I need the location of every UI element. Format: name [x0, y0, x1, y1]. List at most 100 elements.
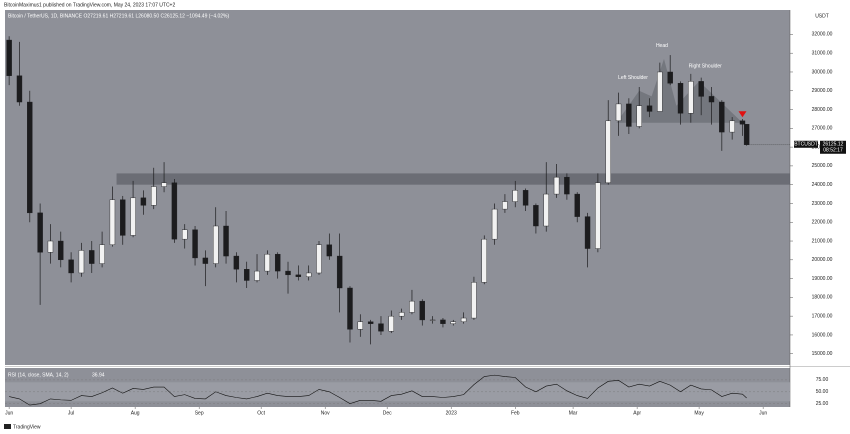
candle-body	[109, 199, 116, 245]
y-tick-label: 30000.00	[812, 69, 833, 75]
y-tick-label: 15000.00	[812, 351, 833, 357]
candle-body	[192, 229, 198, 259]
x-tick-label: Apr	[633, 410, 641, 416]
candle-body	[130, 197, 136, 236]
candle-body	[409, 300, 415, 313]
y-tick-label: 25000.00	[812, 163, 833, 169]
x-tick-label: Sep	[195, 410, 204, 416]
candle-body	[574, 193, 580, 217]
candle-body	[202, 257, 209, 264]
candle-body	[626, 103, 632, 127]
x-tick-label: May	[694, 410, 704, 416]
candle-body	[37, 212, 43, 253]
candle-body	[450, 321, 456, 324]
candle-body	[533, 205, 539, 227]
annotation: Right Shoulder	[689, 64, 722, 70]
candle-body	[254, 270, 260, 281]
y-tick-label: 23000.00	[812, 201, 833, 207]
candle-body	[182, 229, 188, 240]
candle-body	[99, 244, 105, 264]
rsi-title: RSI (14, close, SMA, 14, 2)	[8, 372, 69, 378]
candle-body	[378, 323, 384, 332]
y-tick-label: 19000.00	[812, 276, 833, 282]
x-tick-label: Jul	[68, 410, 74, 416]
candle-body	[502, 201, 508, 210]
rsi-tick-label: 50.00	[816, 389, 829, 395]
candle-body	[27, 101, 33, 214]
candle-body	[615, 103, 622, 122]
y-tick-label: 22000.00	[812, 220, 833, 226]
candle-body	[564, 176, 570, 195]
candle-body	[667, 71, 673, 84]
annotation: Left Shoulder	[618, 75, 648, 81]
candle-body	[657, 71, 663, 112]
price-pane	[5, 10, 790, 365]
rsi-value: 36.94	[92, 372, 105, 378]
y-tick-label: 21000.00	[812, 238, 833, 244]
candle-body	[729, 120, 735, 133]
candle-body	[295, 274, 302, 277]
candle-body	[357, 321, 364, 330]
annotation: Head	[656, 43, 668, 49]
symbol-tag	[794, 140, 818, 148]
y-tick-label: 31000.00	[812, 51, 833, 57]
candle-body	[47, 240, 54, 253]
rsi-tick-label: 75.00	[816, 377, 829, 383]
support-zone	[116, 173, 791, 185]
signal-marker	[738, 111, 747, 118]
rsi-tick-label: 25.00	[816, 401, 829, 407]
candle-body	[584, 216, 591, 249]
candle-body	[171, 182, 178, 240]
candle-body	[213, 225, 219, 264]
y-tick-label: 27000.00	[812, 126, 833, 132]
price-tag	[820, 140, 846, 154]
price-label: 26125.12	[823, 142, 844, 148]
published-line: BitcoinMaximus1 published on TradingView…	[4, 2, 175, 8]
candle-body	[347, 287, 353, 330]
candle-body	[151, 186, 157, 206]
legend-text: Bitcoin / TetherUS, 1D, BINANCE O27219.6…	[8, 13, 230, 19]
candle-body	[646, 105, 653, 112]
candle-body	[719, 101, 725, 133]
x-tick-label: Jun	[5, 410, 13, 416]
candle-body	[68, 259, 74, 274]
candle-body	[89, 250, 95, 264]
candle-body	[595, 182, 601, 249]
y-tick-label: 17000.00	[812, 313, 833, 319]
candle-body	[78, 250, 85, 274]
candle-body	[491, 208, 498, 240]
candle-body	[223, 225, 229, 257]
candle-body	[512, 190, 518, 202]
candle-body	[140, 197, 147, 206]
candle-body	[636, 105, 642, 127]
candle-body	[471, 282, 477, 319]
footer: TradingView	[13, 424, 41, 430]
x-tick-label: Jun	[759, 410, 767, 416]
candle-body	[743, 124, 750, 145]
footer-logo	[4, 424, 11, 429]
y-tick-label: 29000.00	[812, 88, 833, 94]
candle-body	[419, 300, 425, 321]
currency: USDT	[815, 13, 829, 19]
candle-body	[264, 253, 271, 272]
candle-body	[6, 39, 12, 76]
candle-body	[605, 120, 611, 184]
candle-body	[440, 319, 446, 324]
x-tick-label: Aug	[131, 410, 140, 416]
x-tick-label: Nov	[321, 410, 330, 416]
candle-body	[274, 253, 281, 272]
x-tick-label: Mar	[569, 410, 578, 416]
x-tick-label: Feb	[511, 410, 520, 416]
y-tick-label: 18000.00	[812, 295, 833, 301]
candle-body	[367, 321, 374, 324]
candle-body	[16, 75, 23, 103]
x-tick-label: Dec	[383, 410, 392, 416]
candle-body	[243, 269, 250, 281]
candle-body	[553, 176, 560, 195]
candle-body	[739, 120, 746, 125]
y-tick-label: 16000.00	[812, 332, 833, 338]
y-tick-label: 24000.00	[812, 182, 833, 188]
candle-body	[233, 255, 240, 270]
candle-body	[429, 319, 436, 321]
